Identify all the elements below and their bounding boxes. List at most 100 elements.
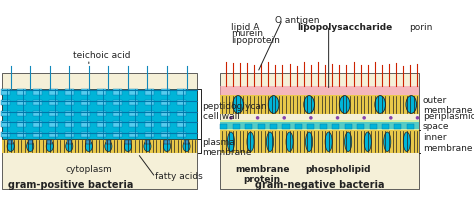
Ellipse shape: [364, 132, 371, 152]
Bar: [86, 140, 91, 144]
Bar: [220, 124, 228, 130]
Text: murein: murein: [231, 29, 263, 38]
Bar: [97, 90, 106, 95]
Bar: [17, 90, 26, 95]
Bar: [1, 101, 10, 106]
Bar: [49, 122, 58, 127]
Bar: [97, 122, 106, 127]
Ellipse shape: [336, 117, 339, 120]
Bar: [27, 140, 33, 144]
Bar: [2, 139, 197, 154]
Ellipse shape: [306, 132, 313, 152]
Bar: [17, 101, 26, 106]
Text: membrane
protein: membrane protein: [235, 164, 289, 183]
Ellipse shape: [403, 132, 410, 152]
Bar: [283, 124, 290, 130]
Bar: [161, 101, 170, 106]
Ellipse shape: [389, 117, 392, 120]
Ellipse shape: [416, 117, 419, 120]
Bar: [145, 122, 154, 127]
Text: gram-negative bacteria: gram-negative bacteria: [255, 179, 384, 189]
Bar: [257, 124, 264, 130]
Ellipse shape: [256, 117, 259, 120]
Bar: [320, 124, 327, 130]
Bar: [125, 140, 130, 144]
Bar: [17, 132, 26, 138]
Text: lipoprotein: lipoprotein: [231, 36, 280, 45]
Bar: [245, 124, 252, 130]
Ellipse shape: [85, 141, 92, 152]
Bar: [177, 122, 186, 127]
Ellipse shape: [228, 132, 235, 152]
Bar: [33, 90, 42, 95]
Bar: [357, 124, 364, 130]
Text: O antigen: O antigen: [275, 16, 320, 25]
Bar: [2, 74, 197, 189]
Ellipse shape: [268, 96, 279, 114]
Ellipse shape: [233, 96, 243, 114]
Text: inner
membrane: inner membrane: [423, 133, 472, 152]
Bar: [184, 140, 189, 144]
Bar: [65, 111, 74, 117]
Text: cytoplasm: cytoplasm: [65, 164, 112, 173]
Ellipse shape: [384, 132, 391, 152]
Bar: [220, 123, 419, 130]
Bar: [97, 101, 106, 106]
Bar: [33, 111, 42, 117]
Bar: [145, 132, 154, 138]
Bar: [8, 140, 13, 144]
Bar: [113, 132, 122, 138]
Bar: [370, 124, 377, 130]
Bar: [113, 90, 122, 95]
Ellipse shape: [304, 96, 314, 114]
Text: teichoic acid: teichoic acid: [73, 51, 131, 60]
Bar: [177, 90, 186, 95]
Bar: [382, 124, 389, 130]
Bar: [49, 90, 58, 95]
Ellipse shape: [325, 132, 332, 152]
Bar: [17, 122, 26, 127]
Bar: [65, 101, 74, 106]
Text: plasma
membrane: plasma membrane: [202, 137, 252, 156]
Ellipse shape: [27, 141, 34, 152]
Text: gram-positive bacteria: gram-positive bacteria: [9, 179, 134, 189]
Ellipse shape: [345, 132, 352, 152]
Ellipse shape: [363, 117, 366, 120]
Bar: [129, 122, 137, 127]
Text: porin: porin: [410, 23, 433, 32]
Bar: [220, 131, 419, 154]
Ellipse shape: [66, 141, 73, 152]
Ellipse shape: [286, 132, 293, 152]
Bar: [1, 122, 10, 127]
Bar: [33, 122, 42, 127]
Text: fatty acids: fatty acids: [155, 171, 203, 180]
Bar: [161, 132, 170, 138]
Ellipse shape: [339, 96, 350, 114]
Bar: [145, 140, 150, 144]
Ellipse shape: [229, 117, 233, 120]
Bar: [33, 101, 42, 106]
Bar: [113, 122, 122, 127]
Bar: [345, 124, 352, 130]
Bar: [307, 124, 314, 130]
Text: outer
membrane: outer membrane: [423, 95, 472, 115]
Bar: [97, 132, 106, 138]
Ellipse shape: [266, 132, 273, 152]
Ellipse shape: [183, 141, 190, 152]
Ellipse shape: [46, 141, 53, 152]
Bar: [164, 140, 170, 144]
Bar: [177, 111, 186, 117]
Bar: [129, 90, 137, 95]
Bar: [270, 124, 277, 130]
Bar: [407, 124, 414, 130]
Bar: [1, 132, 10, 138]
Ellipse shape: [406, 96, 417, 114]
Ellipse shape: [124, 141, 131, 152]
Bar: [233, 124, 240, 130]
Bar: [81, 101, 90, 106]
Bar: [1, 90, 10, 95]
Bar: [113, 111, 122, 117]
Ellipse shape: [309, 117, 313, 120]
Text: phospholipid: phospholipid: [305, 164, 370, 173]
Bar: [220, 86, 419, 95]
